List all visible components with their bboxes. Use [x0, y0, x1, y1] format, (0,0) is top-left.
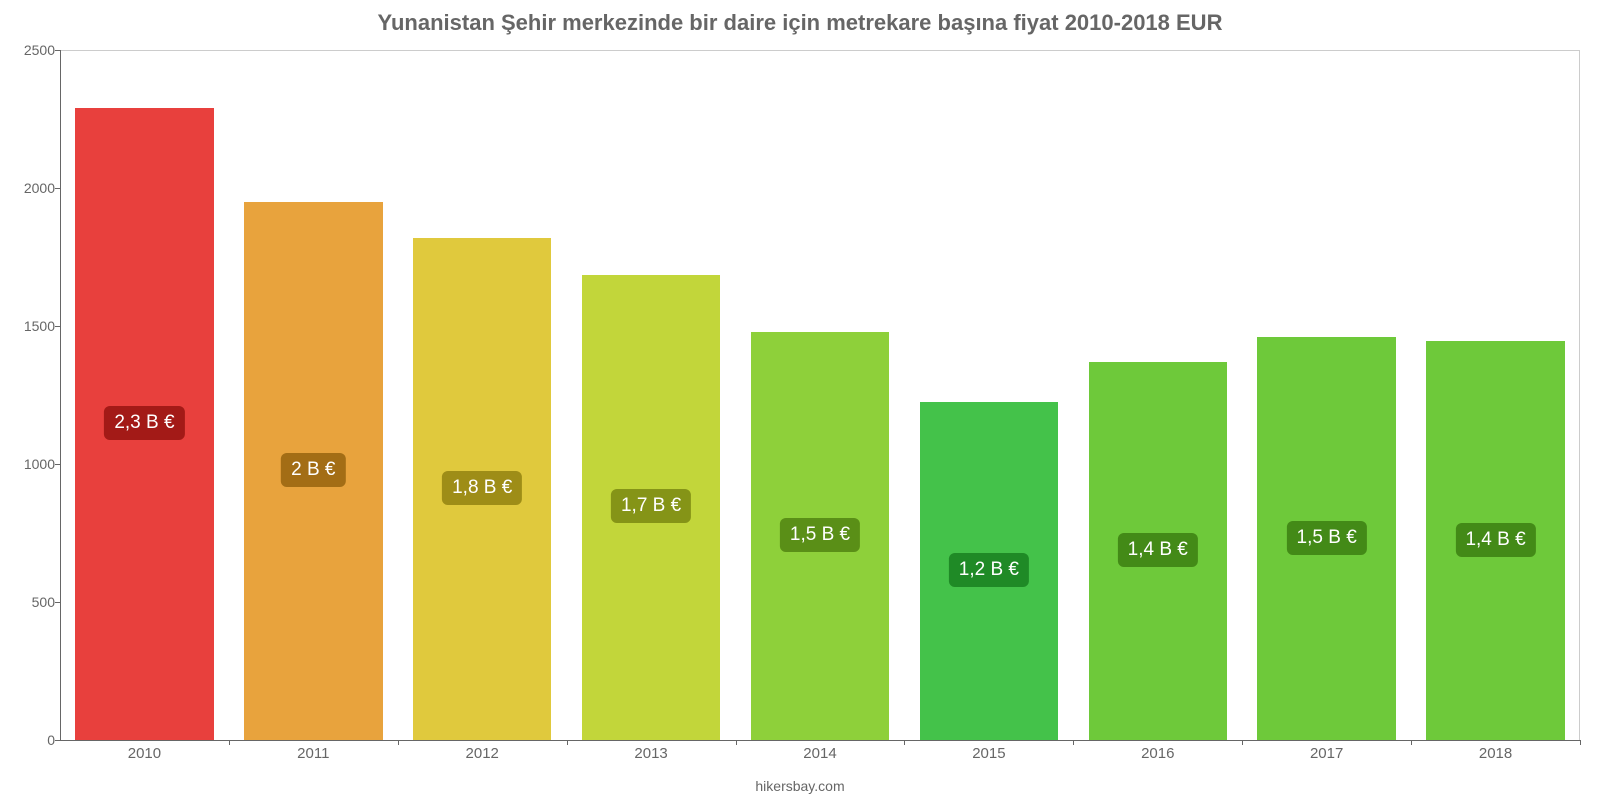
y-tick-label: 1500	[0, 318, 55, 334]
bar-slot: 2 B €	[229, 50, 398, 740]
bar-slot: 1,2 B €	[904, 50, 1073, 740]
bar-value-label: 2 B €	[281, 453, 345, 487]
bar-value-label: 1,5 B €	[1287, 521, 1367, 555]
x-tick-label: 2018	[1411, 745, 1580, 762]
bar-value-label: 1,2 B €	[949, 553, 1029, 587]
bar-slot: 1,4 B €	[1411, 50, 1580, 740]
x-tick-label: 2016	[1073, 745, 1242, 762]
x-tick-mark	[1580, 740, 1581, 745]
chart-title: Yunanistan Şehir merkezinde bir daire iç…	[0, 0, 1600, 36]
x-tick-label: 2017	[1242, 745, 1411, 762]
bar-slot: 1,8 B €	[398, 50, 567, 740]
y-tick-label: 2000	[0, 180, 55, 196]
bars-group: 2,3 B € 2 B € 1,8 B € 1,7 B € 1,5 B € 1,2 B €…	[60, 50, 1580, 740]
bar-value-label: 2,3 B €	[104, 406, 184, 440]
chart-footer: hikersbay.com	[0, 778, 1600, 794]
x-tick-label: 2011	[229, 745, 398, 762]
bar-value-label: 1,5 B €	[780, 518, 860, 552]
bar-value-label: 1,4 B €	[1118, 533, 1198, 567]
bar-slot: 1,5 B €	[1242, 50, 1411, 740]
y-tick-label: 500	[0, 594, 55, 610]
bar-value-label: 1,4 B €	[1455, 523, 1535, 557]
x-tick-label: 2010	[60, 745, 229, 762]
bar-value-label: 1,8 B €	[442, 471, 522, 505]
bar-value-label: 1,7 B €	[611, 489, 691, 523]
bar-slot: 1,5 B €	[736, 50, 905, 740]
x-tick-label: 2015	[904, 745, 1073, 762]
x-tick-label: 2014	[736, 745, 905, 762]
y-tick-label: 1000	[0, 456, 55, 472]
x-tick-label: 2012	[398, 745, 567, 762]
x-axis	[60, 740, 1580, 741]
y-tick-label: 0	[0, 732, 55, 748]
bar-slot: 1,7 B €	[567, 50, 736, 740]
x-tick-label: 2013	[567, 745, 736, 762]
chart-container: Yunanistan Şehir merkezinde bir daire iç…	[0, 0, 1600, 800]
bar-slot: 1,4 B €	[1073, 50, 1242, 740]
y-tick-label: 2500	[0, 42, 55, 58]
bar-slot: 2,3 B €	[60, 50, 229, 740]
y-tick-mark	[55, 740, 60, 741]
